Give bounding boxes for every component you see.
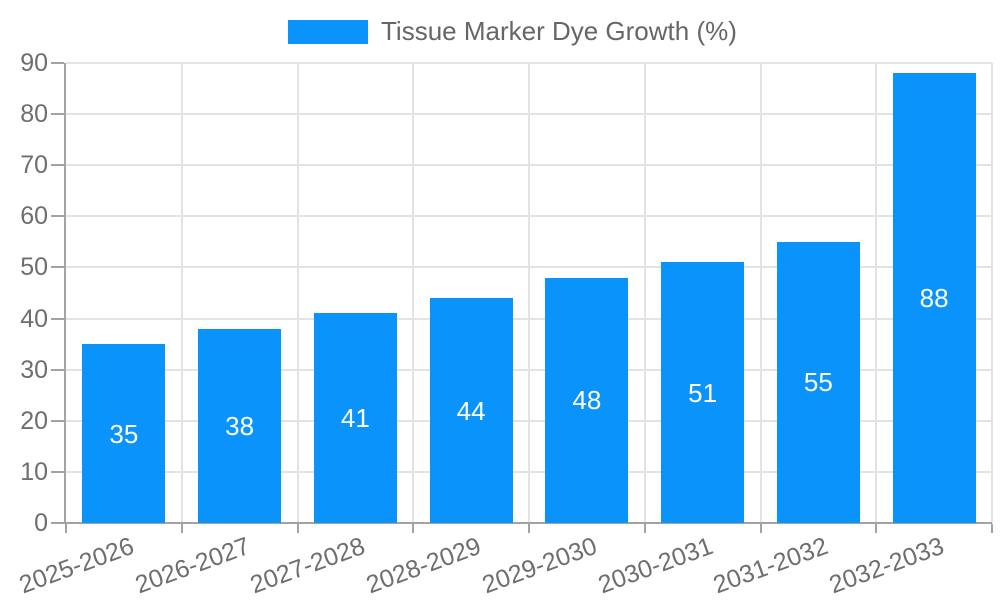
- y-tick-label: 80: [20, 100, 48, 129]
- x-tick-mark: [65, 524, 67, 533]
- x-tick-mark: [875, 524, 878, 533]
- x-tick-mark: [991, 524, 993, 533]
- bar: [776, 241, 860, 523]
- x-tick-mark: [412, 524, 415, 533]
- y-tick-mark: [51, 419, 64, 422]
- bar: [545, 277, 629, 523]
- y-tick-label: 70: [20, 151, 48, 180]
- y-tick-mark: [51, 522, 64, 524]
- y-tick-mark: [51, 113, 64, 116]
- y-tick-label: 0: [34, 509, 48, 537]
- gridline-x: [296, 63, 299, 523]
- bar-value-label: 35: [109, 418, 139, 449]
- bar: [892, 73, 976, 523]
- y-tick-label: 90: [20, 49, 48, 77]
- y-tick-label: 50: [20, 253, 48, 282]
- gridline-x: [759, 63, 762, 523]
- bar: [661, 262, 745, 523]
- bar-value-label: 88: [919, 283, 949, 314]
- y-axis-line: [64, 63, 66, 523]
- x-tick-mark: [180, 524, 183, 533]
- bar-value-label: 38: [225, 410, 255, 441]
- gridline-x: [180, 63, 183, 523]
- bar-value-label: 51: [688, 377, 718, 408]
- bar: [313, 313, 397, 523]
- gridline-x: [528, 63, 530, 523]
- bar-value-label: 44: [456, 395, 486, 426]
- y-tick-label: 40: [20, 304, 48, 333]
- y-tick-label: 10: [20, 457, 48, 486]
- bar-value-label: 55: [803, 367, 833, 398]
- y-tick-mark: [51, 164, 64, 167]
- gridline-x: [643, 63, 646, 523]
- x-axis-line: [64, 522, 992, 524]
- y-tick-mark: [51, 470, 64, 473]
- legend-swatch[interactable]: [288, 19, 368, 44]
- x-tick-mark: [643, 524, 646, 533]
- gridline-x: [412, 63, 415, 523]
- y-tick-mark: [51, 317, 64, 320]
- y-tick-mark: [51, 368, 64, 371]
- gridline-x: [991, 63, 993, 523]
- bar: [82, 344, 166, 523]
- y-tick-mark: [51, 62, 64, 64]
- x-tick-mark: [296, 524, 299, 533]
- y-tick-label: 60: [20, 202, 48, 231]
- bar-value-label: 48: [572, 385, 602, 416]
- y-tick-mark: [51, 266, 64, 269]
- legend-label[interactable]: Tissue Marker Dye Growth (%): [381, 16, 737, 46]
- y-tick-label: 30: [20, 355, 48, 384]
- x-tick-mark: [528, 524, 530, 533]
- bar: [198, 328, 282, 523]
- y-tick-label: 20: [20, 406, 48, 435]
- x-tick-mark: [759, 524, 762, 533]
- chart-legend[interactable]: Tissue Marker Dye Growth (%): [288, 16, 737, 47]
- bar: [429, 298, 513, 523]
- bar-value-label: 41: [340, 403, 370, 434]
- y-tick-mark: [51, 215, 64, 218]
- gridline-x: [875, 63, 878, 523]
